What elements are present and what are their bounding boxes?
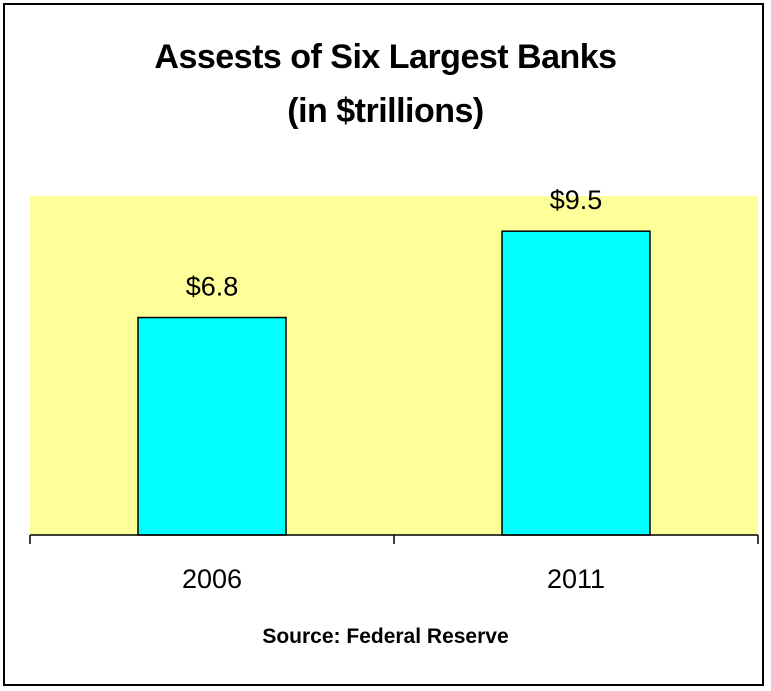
chart-source: Source: Federal Reserve <box>262 625 509 648</box>
bar-2006 <box>137 316 287 536</box>
bar-2011 <box>501 230 651 536</box>
data-label-2011: $9.5 <box>550 185 603 215</box>
x-tick-label-2006: 2006 <box>182 564 242 594</box>
chart-subtitle: (in $trillions) <box>287 92 484 130</box>
chart-title: Assests of Six Largest Banks <box>154 38 617 76</box>
x-tick-label-2011: 2011 <box>547 564 605 594</box>
data-label-2006: $6.8 <box>186 272 239 302</box>
